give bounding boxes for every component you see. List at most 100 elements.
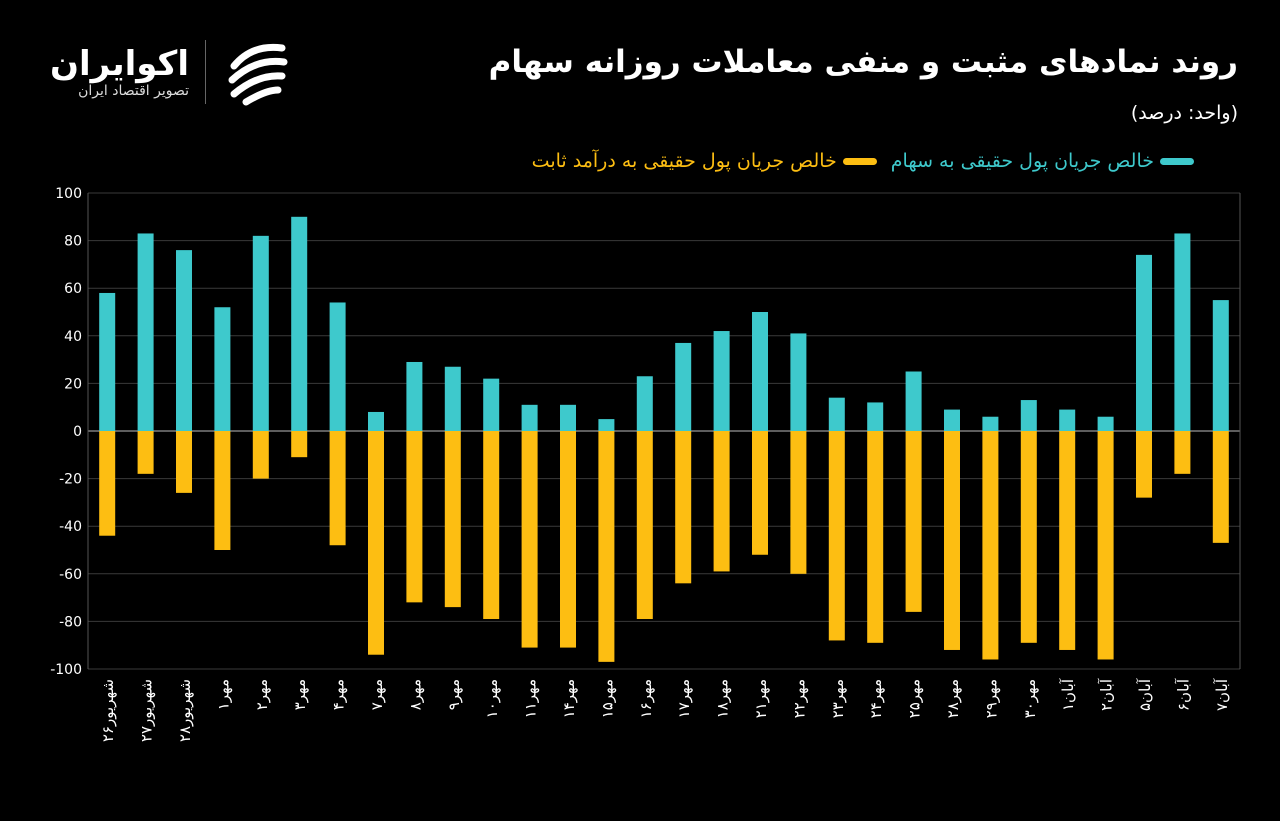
- legend-item-equity: خالص جریان پول حقیقی به سهام: [891, 150, 1194, 172]
- x-tick-label: مهر۱۵: [598, 679, 616, 718]
- bar-fixed-income: [99, 431, 116, 536]
- bar-equity: [406, 361, 423, 431]
- y-tick-label: 20: [64, 376, 82, 392]
- bar-fixed-income: [176, 431, 192, 493]
- bar-equity: [1136, 254, 1152, 431]
- x-tick-label: مهر۲۴: [867, 679, 885, 718]
- x-tick-label: آبان۲: [1098, 678, 1116, 711]
- bar-equity: [675, 342, 692, 431]
- legend-swatch-fixed-income: [842, 157, 877, 165]
- bar-fixed-income: [867, 431, 884, 643]
- bar-equity: [790, 333, 807, 431]
- x-tick-label: مهر۱۶: [637, 679, 655, 718]
- y-tick-label: 60: [64, 281, 82, 297]
- bar-equity: [252, 235, 269, 431]
- logo-tagline: تصویر اقتصاد ایران: [78, 83, 189, 99]
- chart-title: روند نمادهای مثبت و منفی معاملات روزانه …: [488, 44, 1238, 80]
- bar-fixed-income: [1020, 431, 1037, 643]
- bar-equity: [905, 371, 922, 431]
- bar-equity: [752, 312, 768, 431]
- bar-fixed-income: [713, 431, 730, 572]
- logo: اکوایران تصویر اقتصاد ایران: [50, 36, 294, 108]
- bar-fixed-income: [982, 431, 999, 660]
- bar-equity: [176, 250, 192, 431]
- bar-equity: [214, 307, 231, 431]
- bar-equity: [1020, 400, 1037, 431]
- x-tick-label: آبان۶: [1174, 678, 1192, 711]
- bar-equity: [713, 331, 730, 431]
- bar-equity: [483, 378, 500, 431]
- bar-fixed-income: [368, 431, 384, 655]
- bar-fixed-income: [636, 431, 653, 620]
- bar-equity: [521, 404, 538, 431]
- x-tick-label: مهر۸: [406, 679, 424, 710]
- x-tick-label: مهر۱۴: [560, 679, 578, 718]
- bar-fixed-income: [752, 431, 768, 555]
- legend-swatch-equity: [1160, 157, 1194, 165]
- bar-fixed-income: [483, 431, 500, 620]
- x-tick-label: مهر۴: [330, 679, 348, 710]
- bar-equity: [1212, 300, 1229, 431]
- x-tick-label: مهر۳: [291, 679, 309, 710]
- x-tick-label: مهر۱۸: [714, 679, 732, 718]
- bar-equity: [944, 409, 960, 431]
- bar-fixed-income: [406, 431, 423, 603]
- y-tick-label: -20: [59, 472, 82, 488]
- y-tick-label: 100: [55, 186, 82, 202]
- bar-fixed-income: [828, 431, 845, 641]
- bar-fixed-income: [444, 431, 461, 608]
- bar-equity: [598, 419, 615, 431]
- x-tick-label: مهر۲۹: [982, 679, 1000, 718]
- x-tick-label: مهر۹: [445, 679, 463, 710]
- bar-fixed-income: [1136, 431, 1152, 498]
- x-tick-label: مهر۱: [214, 679, 232, 710]
- x-tick-label: مهر۲۱: [752, 679, 770, 718]
- x-tick-label: مهر۲۵: [906, 679, 924, 718]
- y-tick-label: -60: [59, 567, 82, 583]
- bar-fixed-income: [675, 431, 692, 584]
- bar-equity: [1059, 409, 1076, 431]
- bar-fixed-income: [905, 431, 922, 612]
- bar-equity: [329, 302, 346, 431]
- bar-equity: [828, 397, 845, 431]
- bar-fixed-income: [329, 431, 346, 546]
- x-tick-label: مهر۱۰: [483, 679, 501, 718]
- y-tick-label: -100: [50, 662, 82, 678]
- bar-equity: [291, 216, 308, 431]
- bar-fixed-income: [1097, 431, 1114, 660]
- x-tick-label: مهر۲۸: [944, 679, 962, 718]
- legend-item-fixed-income: خالص جریان پول حقیقی به درآمد ثابت: [532, 150, 877, 172]
- y-tick-label: 0: [73, 424, 82, 440]
- ecoiran-swirl-icon: [228, 43, 288, 106]
- x-tick-label: شهریور۲۸: [176, 679, 194, 742]
- bar-equity: [368, 411, 384, 431]
- bar-fixed-income: [214, 431, 231, 550]
- logo-name: اکوایران: [50, 44, 189, 84]
- legend-label-fixed-income: خالص جریان پول حقیقی به درآمد ثابت: [531, 150, 837, 172]
- bar-equity: [1097, 416, 1114, 431]
- bar-fixed-income: [598, 431, 615, 662]
- bar-equity: [99, 292, 116, 431]
- legend: خالص جریان پول حقیقی به سهام خالص جریان …: [532, 150, 1194, 172]
- y-tick-label: 80: [64, 234, 82, 250]
- bar-fixed-income: [1174, 431, 1191, 474]
- x-tick-label: مهر۲۳: [829, 679, 847, 718]
- legend-label-equity: خالص جریان پول حقیقی به سهام: [890, 150, 1154, 172]
- bar-equity: [137, 233, 154, 431]
- bar-equity: [560, 404, 576, 431]
- bar-fixed-income: [1059, 431, 1076, 650]
- y-tick-label: -80: [59, 614, 82, 630]
- bar-equity: [867, 402, 884, 431]
- bar-fixed-income: [137, 431, 154, 474]
- bar-fixed-income: [521, 431, 538, 648]
- bar-equity: [1174, 233, 1191, 431]
- bar-fixed-income: [790, 431, 807, 574]
- x-tick-label: آبان۷: [1213, 678, 1231, 711]
- bar-fixed-income: [944, 431, 960, 650]
- bar-equity: [636, 376, 653, 431]
- bar-equity: [444, 366, 461, 431]
- x-tick-label: مهر۱۱: [522, 679, 540, 718]
- x-tick-label: آبان۵: [1136, 678, 1154, 711]
- x-tick-label: مهر۲: [253, 679, 271, 710]
